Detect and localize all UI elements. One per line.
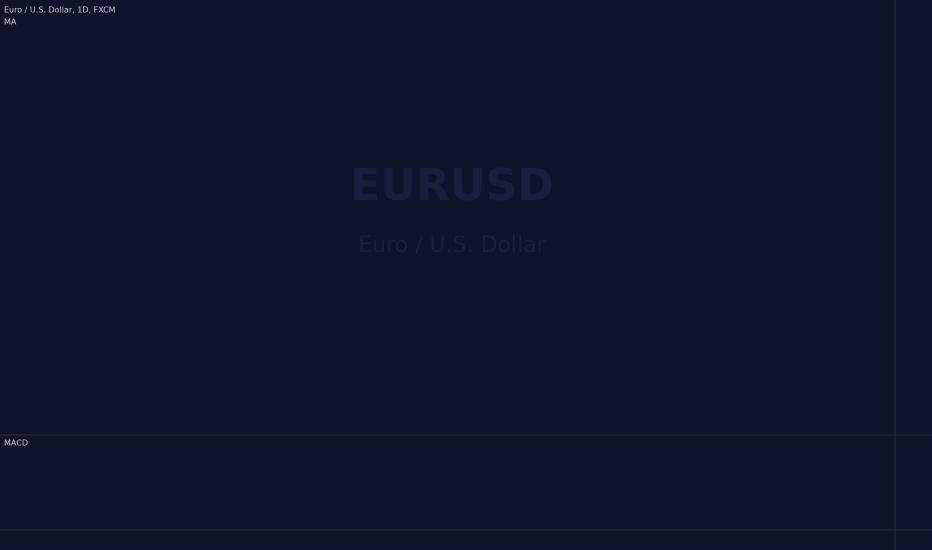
macd-title: MACD bbox=[4, 439, 28, 448]
watermark-name: Euro / U.S. Dollar bbox=[358, 233, 546, 258]
chart-title: Euro / U.S. Dollar, 1D, FXCM bbox=[4, 6, 116, 15]
watermark-symbol: EURUSD bbox=[350, 160, 554, 211]
indicator-label: MA bbox=[4, 18, 17, 27]
